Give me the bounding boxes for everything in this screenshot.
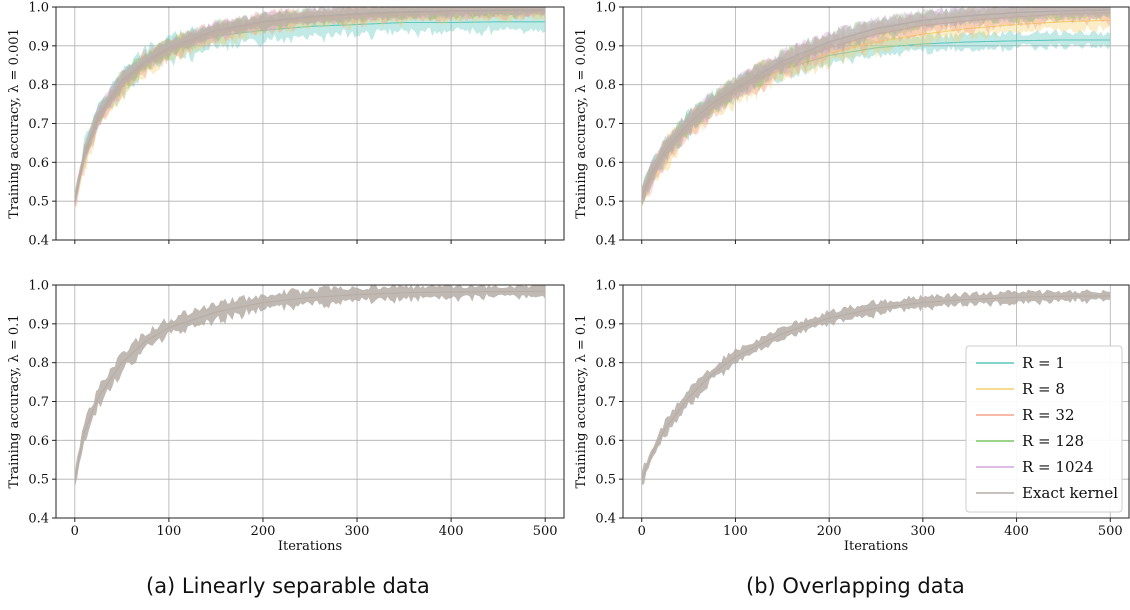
- series-line-exactkernel: [641, 295, 1111, 480]
- legend: R = 1 R = 8 R = 32 R = 128 R = 1024 Exact ker…: [965, 345, 1123, 513]
- y-tick-label: 0.5: [595, 195, 616, 210]
- band-exactkernel: [74, 7, 546, 207]
- band-r8: [74, 7, 546, 210]
- y-tick-label: 0.7: [28, 395, 49, 410]
- x-axis-label: Iterations: [844, 539, 908, 554]
- y-tick-label: 1.0: [595, 279, 616, 294]
- series-line-r1024: [74, 9, 546, 202]
- x-tick-label: 500: [533, 524, 558, 539]
- caption-overlapping: (b) Overlapping data: [746, 574, 965, 598]
- y-axis-label: Training accuracy, λ = 0.001: [7, 28, 22, 219]
- x-tick-label: 500: [1098, 524, 1123, 539]
- y-tick-label: 0.8: [595, 78, 616, 93]
- y-axis-label: Training accuracy, λ = 0.1: [574, 314, 589, 488]
- series-line-exactkernel: [74, 290, 546, 480]
- band-r1024: [74, 7, 546, 208]
- series-line-r1: [641, 39, 1111, 198]
- y-tick-label: 0.9: [28, 39, 49, 54]
- y-tick-label: 0.9: [595, 317, 616, 332]
- y-tick-label: 0.6: [28, 156, 49, 171]
- x-tick-label: 100: [156, 524, 181, 539]
- x-tick-label: 400: [1004, 524, 1029, 539]
- panel-1: 0.4 0.5 0.6 0.7 0.8 0.9 1.0 Training accuracy, …: [7, 1, 565, 249]
- x-axis-label: Iterations: [278, 539, 342, 554]
- y-tick-label: 1.0: [28, 1, 49, 16]
- y-tick-label: 0.4: [28, 234, 49, 249]
- y-tick-label: 0.5: [28, 195, 49, 210]
- x-tick-label: 100: [723, 524, 748, 539]
- y-tick-label: 0.7: [595, 395, 616, 410]
- band-r1: [641, 29, 1111, 208]
- y-tick-label: 0.7: [28, 117, 49, 132]
- caption-linearly-separable: (a) Linearly separable data: [146, 574, 430, 598]
- x-tick-label: 0: [71, 524, 79, 539]
- y-tick-label: 0.9: [595, 39, 616, 54]
- y-tick-label: 0.7: [595, 117, 616, 132]
- legend-label: R = 128: [1022, 432, 1084, 450]
- y-axis-label: Training accuracy, λ = 0.001: [574, 28, 589, 219]
- series-line-r32: [74, 10, 546, 202]
- y-tick-label: 0.6: [595, 156, 616, 171]
- panel-2: 0.4 0.5 0.6 0.7 0.8 0.9 1.0 Training accuracy, …: [574, 1, 1130, 249]
- y-tick-label: 0.8: [595, 356, 616, 371]
- x-tick-label: 200: [251, 524, 276, 539]
- legend-label: R = 1: [1022, 354, 1065, 372]
- series-line-r1: [74, 21, 546, 202]
- y-tick-label: 0.8: [28, 78, 49, 93]
- legend-box: [965, 345, 1123, 513]
- legend-label: R = 8: [1022, 380, 1065, 398]
- x-tick-label: 200: [817, 524, 842, 539]
- band-r1: [74, 9, 546, 208]
- series-line-r8: [74, 12, 546, 202]
- series-line-exactkernel: [74, 9, 546, 202]
- y-tick-label: 0.5: [28, 473, 49, 488]
- y-tick-label: 0.4: [595, 512, 616, 527]
- y-tick-label: 0.5: [595, 473, 616, 488]
- band-r32: [74, 7, 546, 209]
- y-tick-label: 0.8: [28, 356, 49, 371]
- y-tick-label: 1.0: [28, 279, 49, 294]
- series-line-r128: [74, 9, 546, 202]
- panel-3: 0 100 200 300 400 500 0.4 0.5 0.6 0.7 0.8 0.9 1.0 Tra…: [7, 279, 565, 554]
- x-tick-label: 0: [638, 524, 646, 539]
- y-tick-label: 0.4: [28, 512, 49, 527]
- y-tick-label: 0.6: [595, 434, 616, 449]
- legend-label: Exact kernel: [1022, 484, 1118, 502]
- series-line-exactkernel: [641, 9, 1111, 198]
- band-r8: [641, 9, 1111, 207]
- y-tick-label: 1.0: [595, 1, 616, 16]
- y-axis-label: Training accuracy, λ = 0.1: [7, 314, 22, 488]
- legend-label: R = 1024: [1022, 458, 1094, 476]
- x-tick-label: 300: [345, 524, 370, 539]
- x-tick-label: 300: [910, 524, 935, 539]
- band-r128: [74, 7, 546, 210]
- y-tick-label: 0.6: [28, 434, 49, 449]
- panel-4: 0 100 200 300 400 500 0.4 0.5 0.6 0.7 0.8 0.9 1.0 Tra…: [574, 279, 1130, 554]
- y-tick-label: 0.9: [28, 317, 49, 332]
- y-tick-label: 0.4: [595, 234, 616, 249]
- series-line-r32: [641, 12, 1111, 198]
- legend-label: R = 32: [1022, 406, 1075, 424]
- x-tick-label: 400: [439, 524, 464, 539]
- band-exactkernel: [74, 285, 546, 487]
